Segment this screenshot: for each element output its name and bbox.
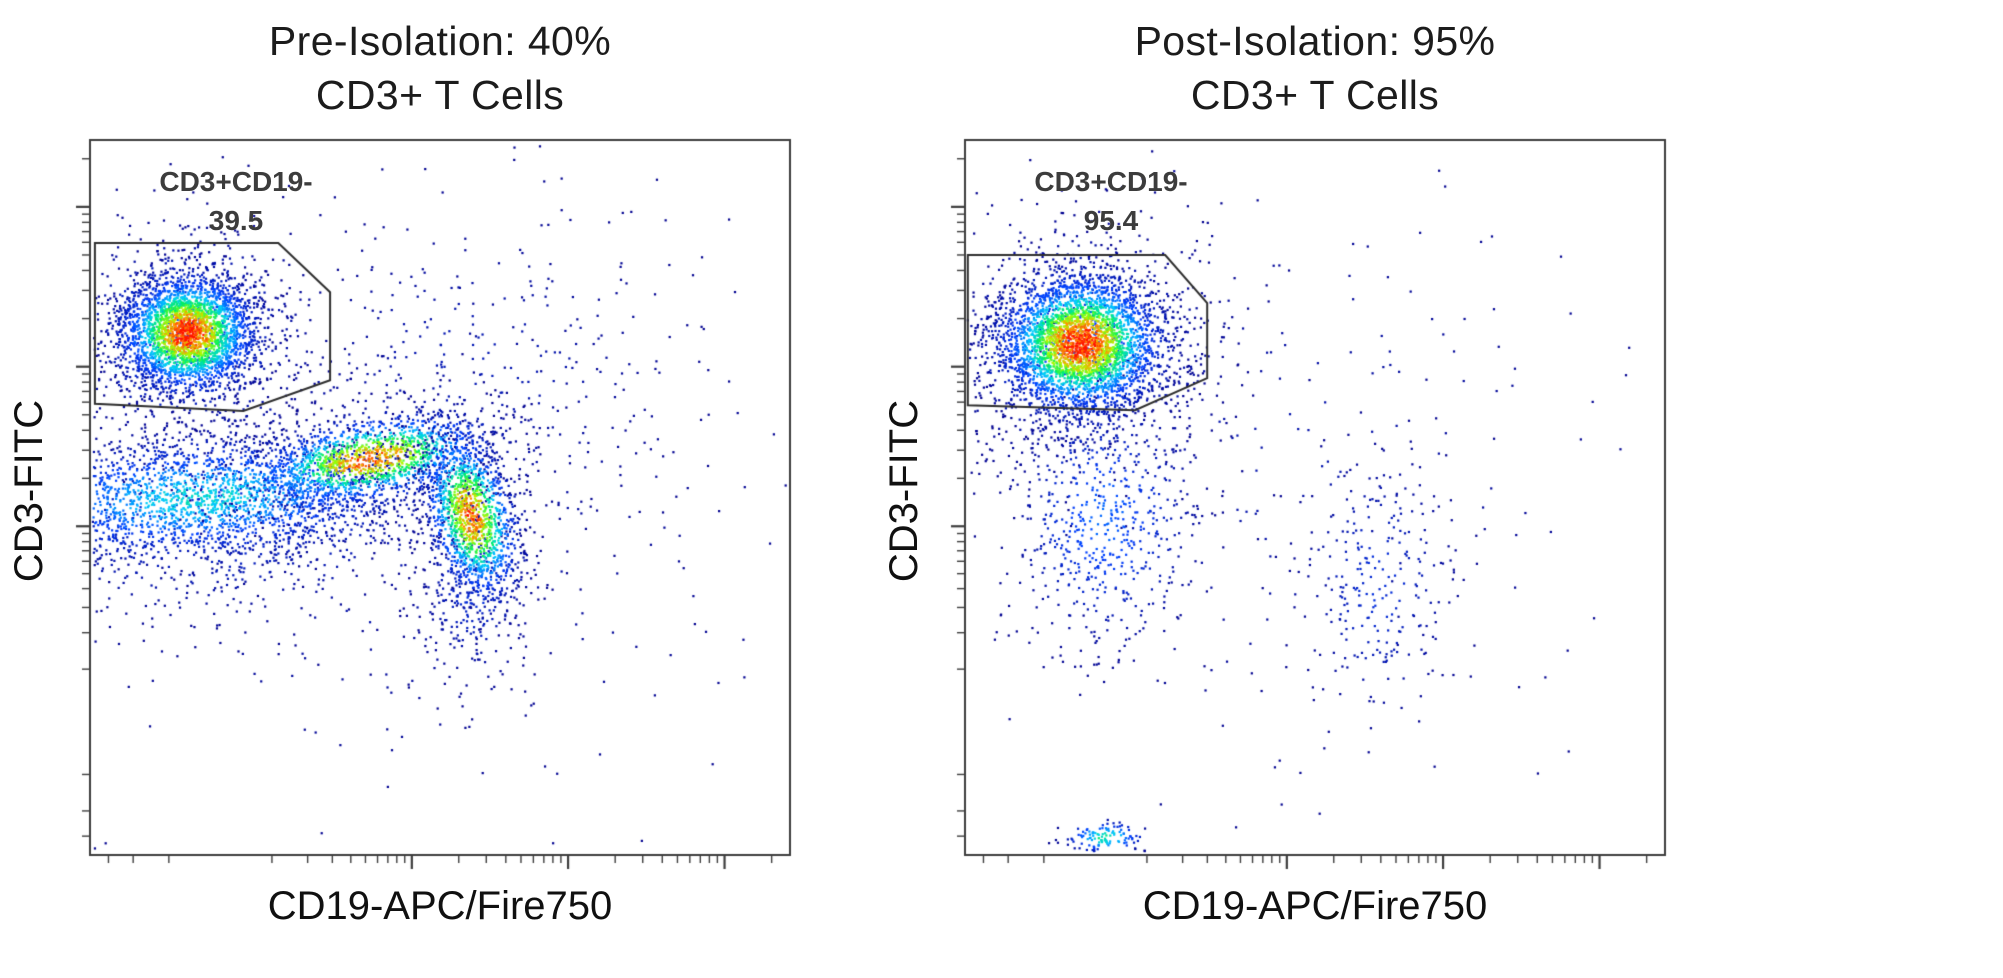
plot-title-line1: Post-Isolation: 95% xyxy=(1134,18,1496,64)
plot-title-post: Post-Isolation: 95% CD3+ T Cells xyxy=(875,14,1755,122)
plot-title-line1: Pre-Isolation: 40% xyxy=(268,18,612,64)
scatter-plot-post xyxy=(931,134,1677,885)
panel-pre-isolation: Pre-Isolation: 40% CD3+ T Cells CD3-FITC… xyxy=(0,0,880,978)
plot-title-pre: Pre-Isolation: 40% CD3+ T Cells xyxy=(0,14,880,122)
gate-name: CD3+CD19- xyxy=(1034,166,1188,197)
gate-percentage: 95.4 xyxy=(1083,205,1139,236)
plot-title-line2: CD3+ T Cells xyxy=(1190,72,1440,118)
plot-title-line2: CD3+ T Cells xyxy=(315,72,565,118)
gate-annotation: CD3+CD19- 95.4 xyxy=(993,162,1229,240)
gate-annotation: CD3+CD19- 39.5 xyxy=(118,162,354,240)
scatter-plot-pre xyxy=(56,134,802,885)
y-axis-label: CD3-FITC xyxy=(7,399,51,583)
y-axis-label: CD3-FITC xyxy=(882,399,926,583)
gate-percentage: 39.5 xyxy=(208,205,264,236)
x-axis-label: CD19-APC/Fire750 xyxy=(267,884,613,928)
x-axis-label: CD19-APC/Fire750 xyxy=(1142,884,1488,928)
gate-name: CD3+CD19- xyxy=(159,166,313,197)
panel-post-isolation: Post-Isolation: 95% CD3+ T Cells CD3-FIT… xyxy=(875,0,1755,978)
